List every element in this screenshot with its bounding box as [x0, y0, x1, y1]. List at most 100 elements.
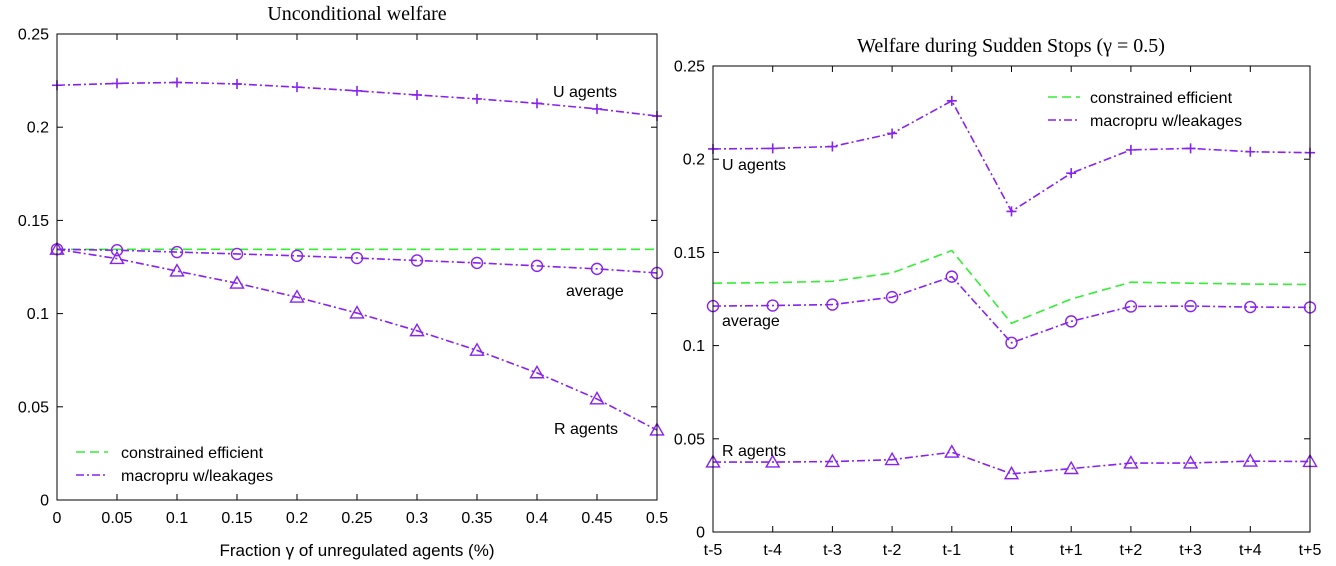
data-point-u-agents — [232, 78, 242, 89]
annotation-u-agents: U agents — [553, 84, 617, 101]
x-axis: 0 0.05 0.1 0.15 0.2 0.25 0.3 0.35 0.4 0.… — [53, 510, 669, 527]
x-tick-label: t-2 — [883, 542, 902, 559]
legend-label-macropru: macropru w/leakages — [1090, 113, 1242, 130]
data-point-average — [410, 254, 424, 267]
x-tick-label: 0.15 — [221, 510, 252, 527]
y-tick-label: 0.25 — [18, 27, 49, 44]
annotation-r-agents: R agents — [554, 421, 618, 438]
data-point-r-agents — [1242, 453, 1259, 467]
y-tick-label: 0.2 — [27, 120, 49, 137]
annotation-average: average — [722, 313, 780, 330]
annotation-r-agents: R agents — [722, 443, 786, 460]
y-tick-label: 0.15 — [18, 213, 49, 230]
x-tick-label: 0.3 — [406, 510, 428, 527]
data-point-u-agents — [592, 103, 602, 114]
data-point-u-agents — [827, 141, 838, 152]
legend: constrained efficient macropru w/leakage… — [76, 445, 273, 485]
x-tick-label: t+3 — [1179, 542, 1202, 559]
data-point-average — [290, 249, 304, 263]
data-point-average — [170, 245, 184, 259]
data-point-r-agents — [824, 453, 841, 468]
x-axis-label: Fraction γ of unregulated agents (%) — [220, 541, 495, 560]
data-point-r-agents — [589, 391, 605, 405]
data-point-average — [1184, 299, 1197, 313]
data-point-average — [945, 270, 958, 283]
x-tick-label: 0.05 — [101, 510, 132, 527]
plot-area — [49, 77, 665, 436]
annotation-average: average — [566, 283, 624, 300]
data-point-u-agents — [887, 128, 898, 139]
data-point-r-agents — [409, 322, 425, 337]
data-point-average — [826, 298, 839, 311]
data-point-average — [766, 299, 779, 312]
series-line-average — [712, 275, 1311, 344]
data-point-average — [1005, 336, 1018, 350]
y-tick-label: 0 — [40, 493, 49, 510]
y-axis: 0 0.05 0.1 0.15 0.2 0.25 — [18, 27, 49, 510]
data-point-average — [885, 290, 899, 304]
y-tick-label: 0.1 — [27, 306, 49, 323]
data-point-u-agents — [472, 93, 482, 104]
y-tick-label: 0.25 — [674, 59, 705, 76]
series-line-average — [56, 248, 658, 274]
x-tick-label: 0.1 — [166, 510, 188, 527]
data-point-r-agents — [529, 364, 545, 379]
x-tick-label: t-1 — [942, 542, 961, 559]
data-point-u-agents — [946, 95, 957, 106]
data-point-r-agents — [1063, 460, 1079, 475]
x-tick-label: t-4 — [763, 542, 782, 559]
data-point-average — [110, 244, 124, 257]
x-tick-label: t+5 — [1299, 542, 1322, 559]
data-point-r-agents — [884, 451, 900, 466]
data-point-r-agents — [109, 250, 125, 265]
y-tick-label: 0.05 — [18, 399, 49, 416]
data-point-r-agents — [764, 454, 781, 468]
data-point-u-agents — [172, 77, 182, 88]
axes-frame — [56, 33, 658, 501]
data-point-r-agents — [1003, 465, 1020, 480]
series-line-constrained-efficient — [712, 249, 1311, 325]
data-point-r-agents — [349, 305, 365, 319]
data-point-u-agents — [412, 89, 422, 100]
chart-title: Unconditional welfare — [267, 3, 446, 25]
data-point-r-agents — [1123, 455, 1139, 469]
panel-welfare-sudden-stops: Welfare during Sudden Stops (γ = 0.5) 0 … — [674, 35, 1322, 559]
x-tick-label: 0.2 — [286, 510, 308, 527]
data-point-average — [1064, 315, 1078, 328]
x-axis: t-5 t-4 t-3 t-2 t-1 t t+1 t+2 t+3 t+4 t+… — [704, 542, 1322, 559]
data-point-r-agents — [169, 263, 185, 277]
data-point-u-agents — [1245, 146, 1256, 157]
data-point-r-agents — [229, 275, 245, 289]
data-point-u-agents — [1066, 168, 1077, 179]
legend-label-macropru: macropru w/leakages — [121, 468, 273, 485]
x-tick-label: t-5 — [704, 542, 723, 559]
data-point-average — [590, 262, 604, 276]
data-point-average — [350, 251, 364, 265]
data-point-r-agents — [469, 342, 485, 356]
data-point-u-agents — [352, 85, 362, 96]
y-tick-label: 0 — [696, 525, 705, 542]
data-point-u-agents — [292, 82, 302, 93]
data-point-average — [530, 259, 544, 273]
data-point-average — [1244, 300, 1257, 314]
plot-area — [705, 95, 1318, 480]
data-point-u-agents — [1185, 143, 1196, 154]
data-point-average — [470, 256, 484, 270]
x-tick-label: t+4 — [1239, 542, 1262, 559]
data-point-u-agents — [1006, 206, 1017, 217]
chart-title: Welfare during Sudden Stops (γ = 0.5) — [857, 35, 1165, 57]
y-tick-label: 0.2 — [683, 152, 705, 169]
data-point-u-agents — [112, 78, 122, 89]
data-point-r-agents — [1182, 455, 1199, 469]
series-line-r-agents — [56, 248, 658, 431]
y-tick-label: 0.1 — [683, 338, 705, 355]
x-tick-label: 0.4 — [526, 510, 548, 527]
data-point-u-agents — [767, 143, 778, 154]
annotation-u-agents: U agents — [722, 157, 786, 174]
x-tick-label: 0.35 — [461, 510, 492, 527]
x-tick-label: t+1 — [1060, 542, 1083, 559]
data-point-average — [1124, 300, 1138, 313]
legend-label-constrained: constrained efficient — [1090, 90, 1233, 107]
data-point-u-agents — [532, 98, 542, 109]
